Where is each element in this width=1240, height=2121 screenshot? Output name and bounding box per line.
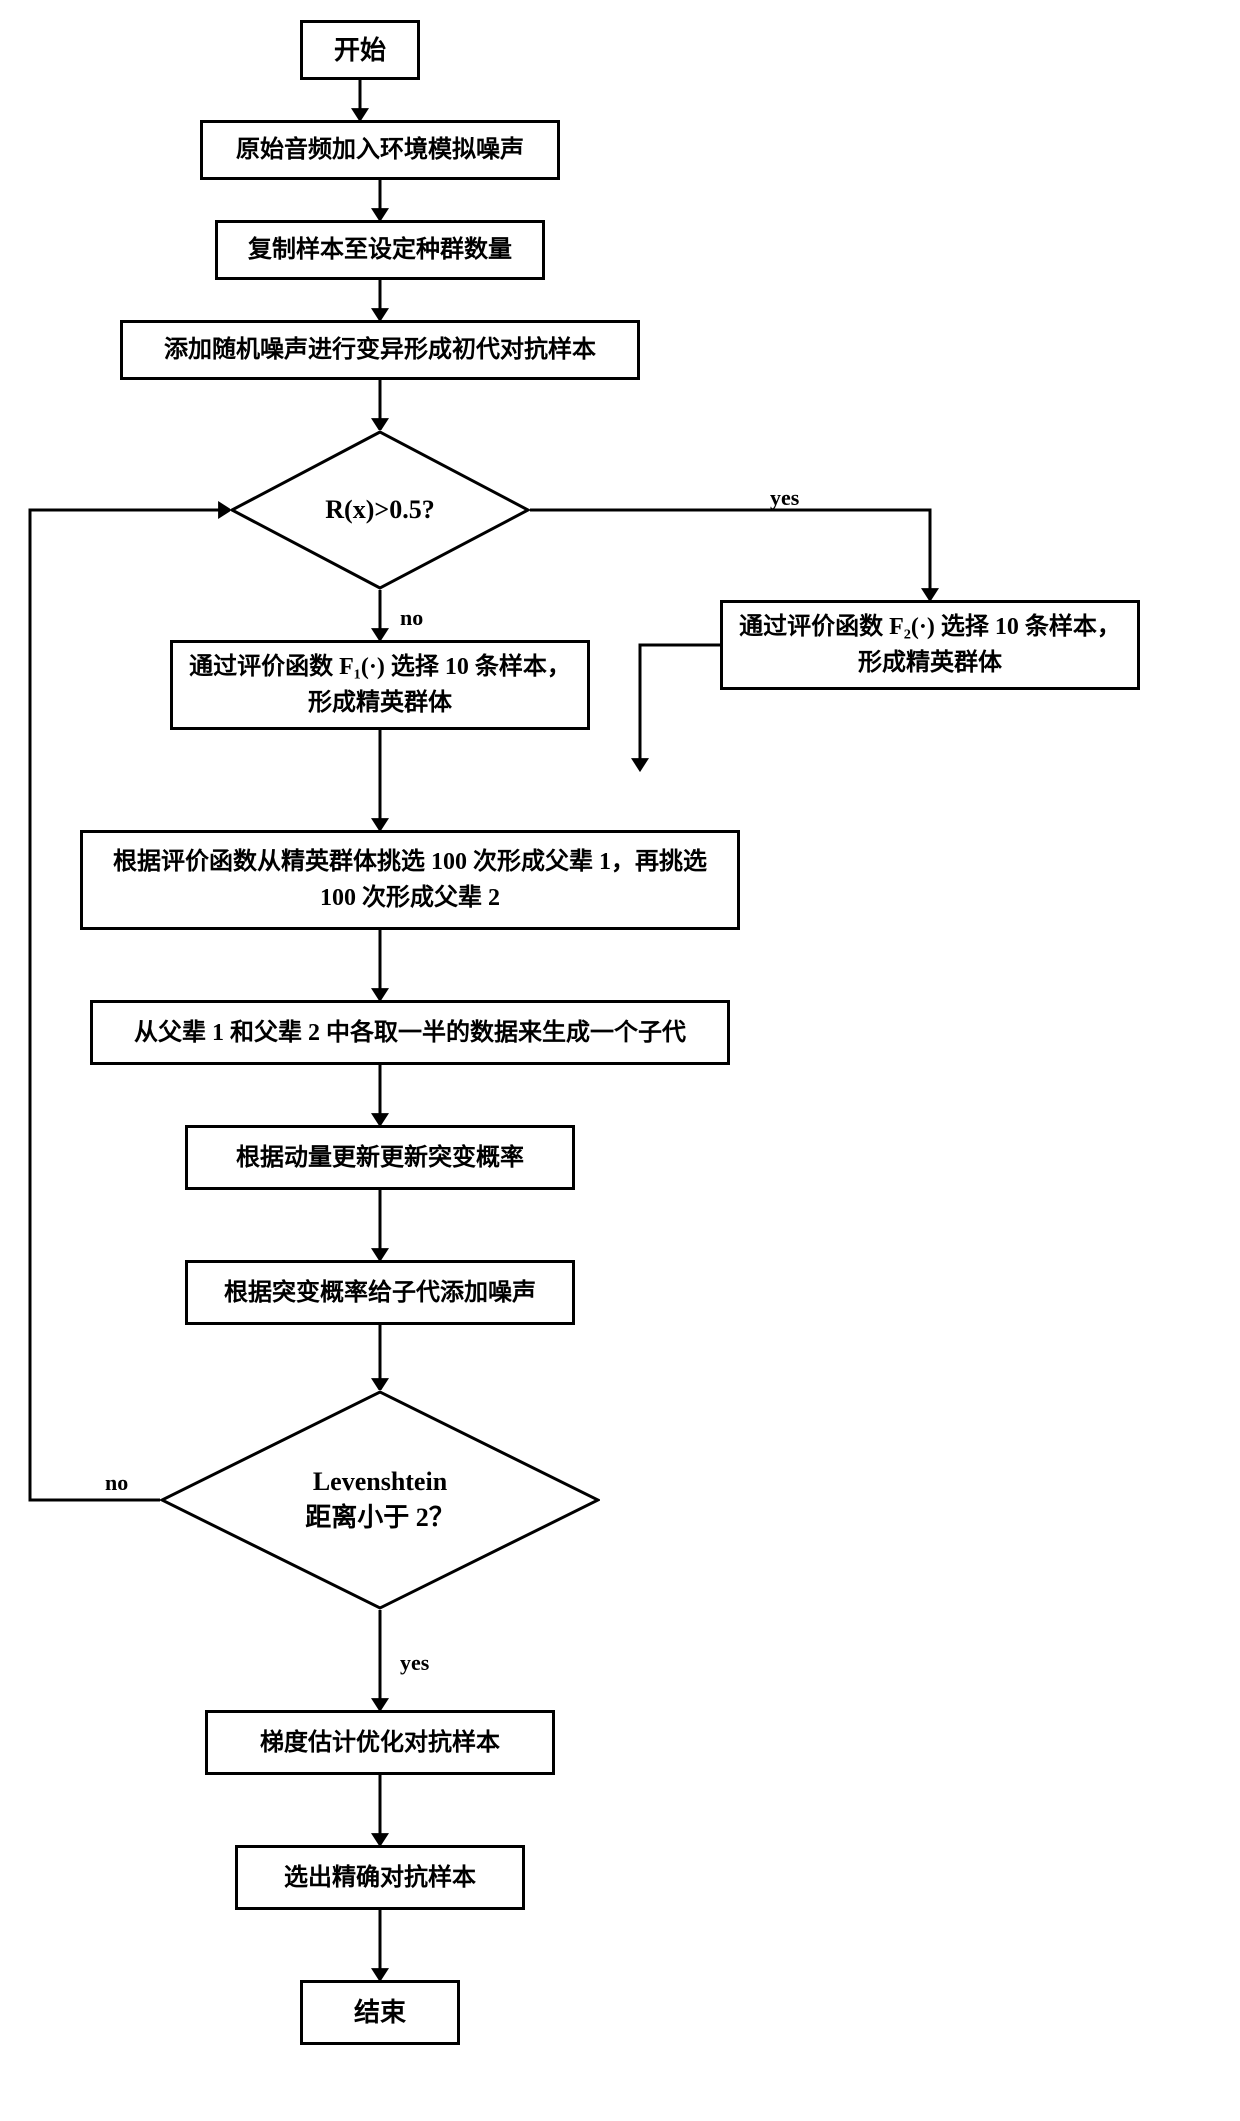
node-end: 结束: [300, 1980, 460, 2045]
node-label: R(x)>0.5?: [325, 492, 434, 528]
node-n8: 根据突变概率给子代添加噪声: [185, 1260, 575, 1325]
flowchart-canvas: 开始原始音频加入环境模拟噪声复制样本至设定种群数量添加随机噪声进行变异形成初代对…: [0, 0, 1240, 2121]
node-label: 梯度估计优化对抗样本: [260, 1725, 500, 1761]
node-n4b: 通过评价函数 F₂(·) 选择 10 条样本，形成精英群体: [720, 600, 1140, 690]
node-n4a: 通过评价函数 F₁(·) 选择 10 条样本，形成精英群体: [170, 640, 590, 730]
edge-d1-n4b: [530, 510, 930, 600]
edge-label-d2-loop: no: [105, 1470, 128, 1496]
node-d2: Levenshtein距离小于 2？: [160, 1390, 600, 1610]
node-label: 复制样本至设定种群数量: [248, 232, 512, 268]
node-label: Levenshtein距离小于 2？: [305, 1464, 455, 1537]
node-label: 开始: [334, 31, 386, 70]
edge-label-d1-n4a: no: [400, 605, 423, 631]
node-n1: 原始音频加入环境模拟噪声: [200, 120, 560, 180]
node-d1: R(x)>0.5?: [230, 430, 530, 590]
node-n10: 选出精确对抗样本: [235, 1845, 525, 1910]
node-label: 选出精确对抗样本: [284, 1860, 476, 1896]
node-label: 从父辈 1 和父辈 2 中各取一半的数据来生成一个子代: [134, 1015, 686, 1051]
node-label: 通过评价函数 F₁(·) 选择 10 条样本，形成精英群体: [183, 649, 577, 721]
node-n2: 复制样本至设定种群数量: [215, 220, 545, 280]
node-label: 通过评价函数 F₂(·) 选择 10 条样本，形成精英群体: [733, 609, 1127, 681]
node-label: 添加随机噪声进行变异形成初代对抗样本: [164, 332, 596, 368]
node-n6: 从父辈 1 和父辈 2 中各取一半的数据来生成一个子代: [90, 1000, 730, 1065]
node-label: 根据动量更新更新突变概率: [236, 1140, 524, 1176]
edge-n4b-merge1: [640, 645, 720, 770]
node-start: 开始: [300, 20, 420, 80]
node-label: 结束: [354, 1993, 406, 2032]
edge-label-d2-n9: yes: [400, 1650, 429, 1676]
node-label: 原始音频加入环境模拟噪声: [236, 132, 524, 168]
node-n9: 梯度估计优化对抗样本: [205, 1710, 555, 1775]
node-n5: 根据评价函数从精英群体挑选 100 次形成父辈 1，再挑选 100 次形成父辈 …: [80, 830, 740, 930]
node-label: 根据评价函数从精英群体挑选 100 次形成父辈 1，再挑选 100 次形成父辈 …: [93, 844, 727, 916]
node-label: 根据突变概率给子代添加噪声: [224, 1275, 536, 1311]
node-n3: 添加随机噪声进行变异形成初代对抗样本: [120, 320, 640, 380]
node-n7: 根据动量更新更新突变概率: [185, 1125, 575, 1190]
edge-label-d1-n4b: yes: [770, 485, 799, 511]
